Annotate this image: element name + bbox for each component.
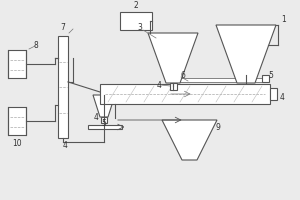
- Text: 8: 8: [34, 42, 38, 50]
- Polygon shape: [148, 33, 198, 83]
- Polygon shape: [162, 120, 217, 160]
- Bar: [120, 12, 152, 30]
- Bar: [170, 83, 177, 90]
- Text: 4: 4: [94, 112, 98, 121]
- Bar: [101, 117, 107, 123]
- Text: 4: 4: [157, 82, 161, 90]
- Bar: [58, 36, 68, 138]
- Text: 9: 9: [215, 123, 220, 132]
- Polygon shape: [216, 25, 276, 83]
- Polygon shape: [93, 95, 115, 117]
- Bar: [8, 50, 26, 78]
- Bar: [8, 107, 26, 135]
- Text: 4: 4: [63, 142, 68, 150]
- Text: 10: 10: [12, 138, 22, 148]
- Bar: [262, 75, 269, 82]
- Text: 2: 2: [134, 1, 138, 10]
- Text: 3: 3: [138, 23, 142, 32]
- Bar: [270, 88, 277, 100]
- Bar: [170, 78, 265, 82]
- Text: 5: 5: [102, 118, 106, 128]
- Text: 6: 6: [181, 71, 185, 79]
- Bar: [100, 84, 270, 104]
- Text: 1: 1: [282, 16, 286, 24]
- Bar: [88, 125, 122, 129]
- Text: 4: 4: [280, 92, 284, 102]
- Text: 7: 7: [61, 23, 65, 32]
- Text: 5: 5: [268, 72, 273, 80]
